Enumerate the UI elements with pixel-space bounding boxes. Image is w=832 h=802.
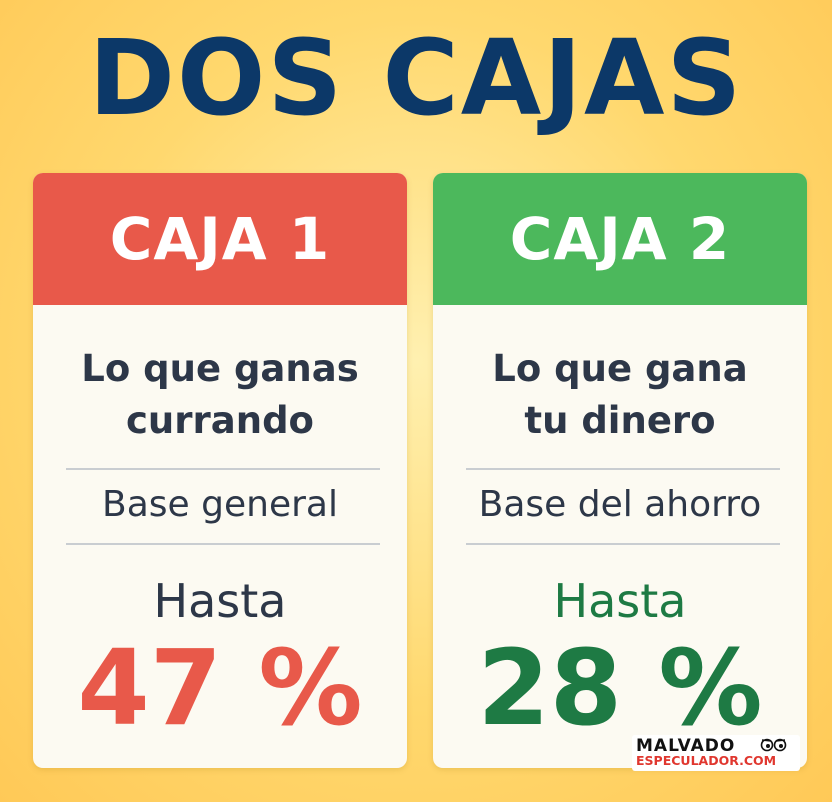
page-title: DOS CAJAS [88, 17, 744, 139]
card-base-label: Base general [102, 484, 338, 525]
card-hasta-label: Hasta [553, 574, 687, 628]
card-description-line2: currando [126, 399, 314, 442]
divider [466, 543, 780, 545]
card-description: Lo que ganas currando [33, 343, 407, 447]
card-base-label: Base del ahorro [478, 484, 762, 525]
card-description: Lo que gana tu dinero [433, 343, 807, 447]
glasses-eyes-icon [760, 738, 787, 752]
card-description-line1: Lo que ganas [81, 347, 359, 390]
divider [66, 468, 380, 470]
card-caja-1: CAJA 1 Lo que ganas currando Base genera… [33, 173, 407, 768]
card-hasta-label: Hasta [153, 574, 287, 628]
card-header: CAJA 2 [433, 173, 807, 305]
card-percentage-value: 28 % [477, 627, 763, 749]
card-percentage-value: 47 % [77, 627, 363, 749]
divider [466, 468, 780, 470]
divider [66, 543, 380, 545]
brand-logo: MALVADO ESPECULADOR.COM [632, 735, 800, 771]
logo-line1: MALVADO [636, 736, 736, 756]
card-description-line1: Lo que gana [492, 347, 748, 390]
card-description-line2: tu dinero [524, 399, 716, 442]
logo-line2: ESPECULADOR.COM [636, 753, 777, 768]
card-caja-2: CAJA 2 Lo que gana tu dinero Base del ah… [433, 173, 807, 768]
card-header: CAJA 1 [33, 173, 407, 305]
